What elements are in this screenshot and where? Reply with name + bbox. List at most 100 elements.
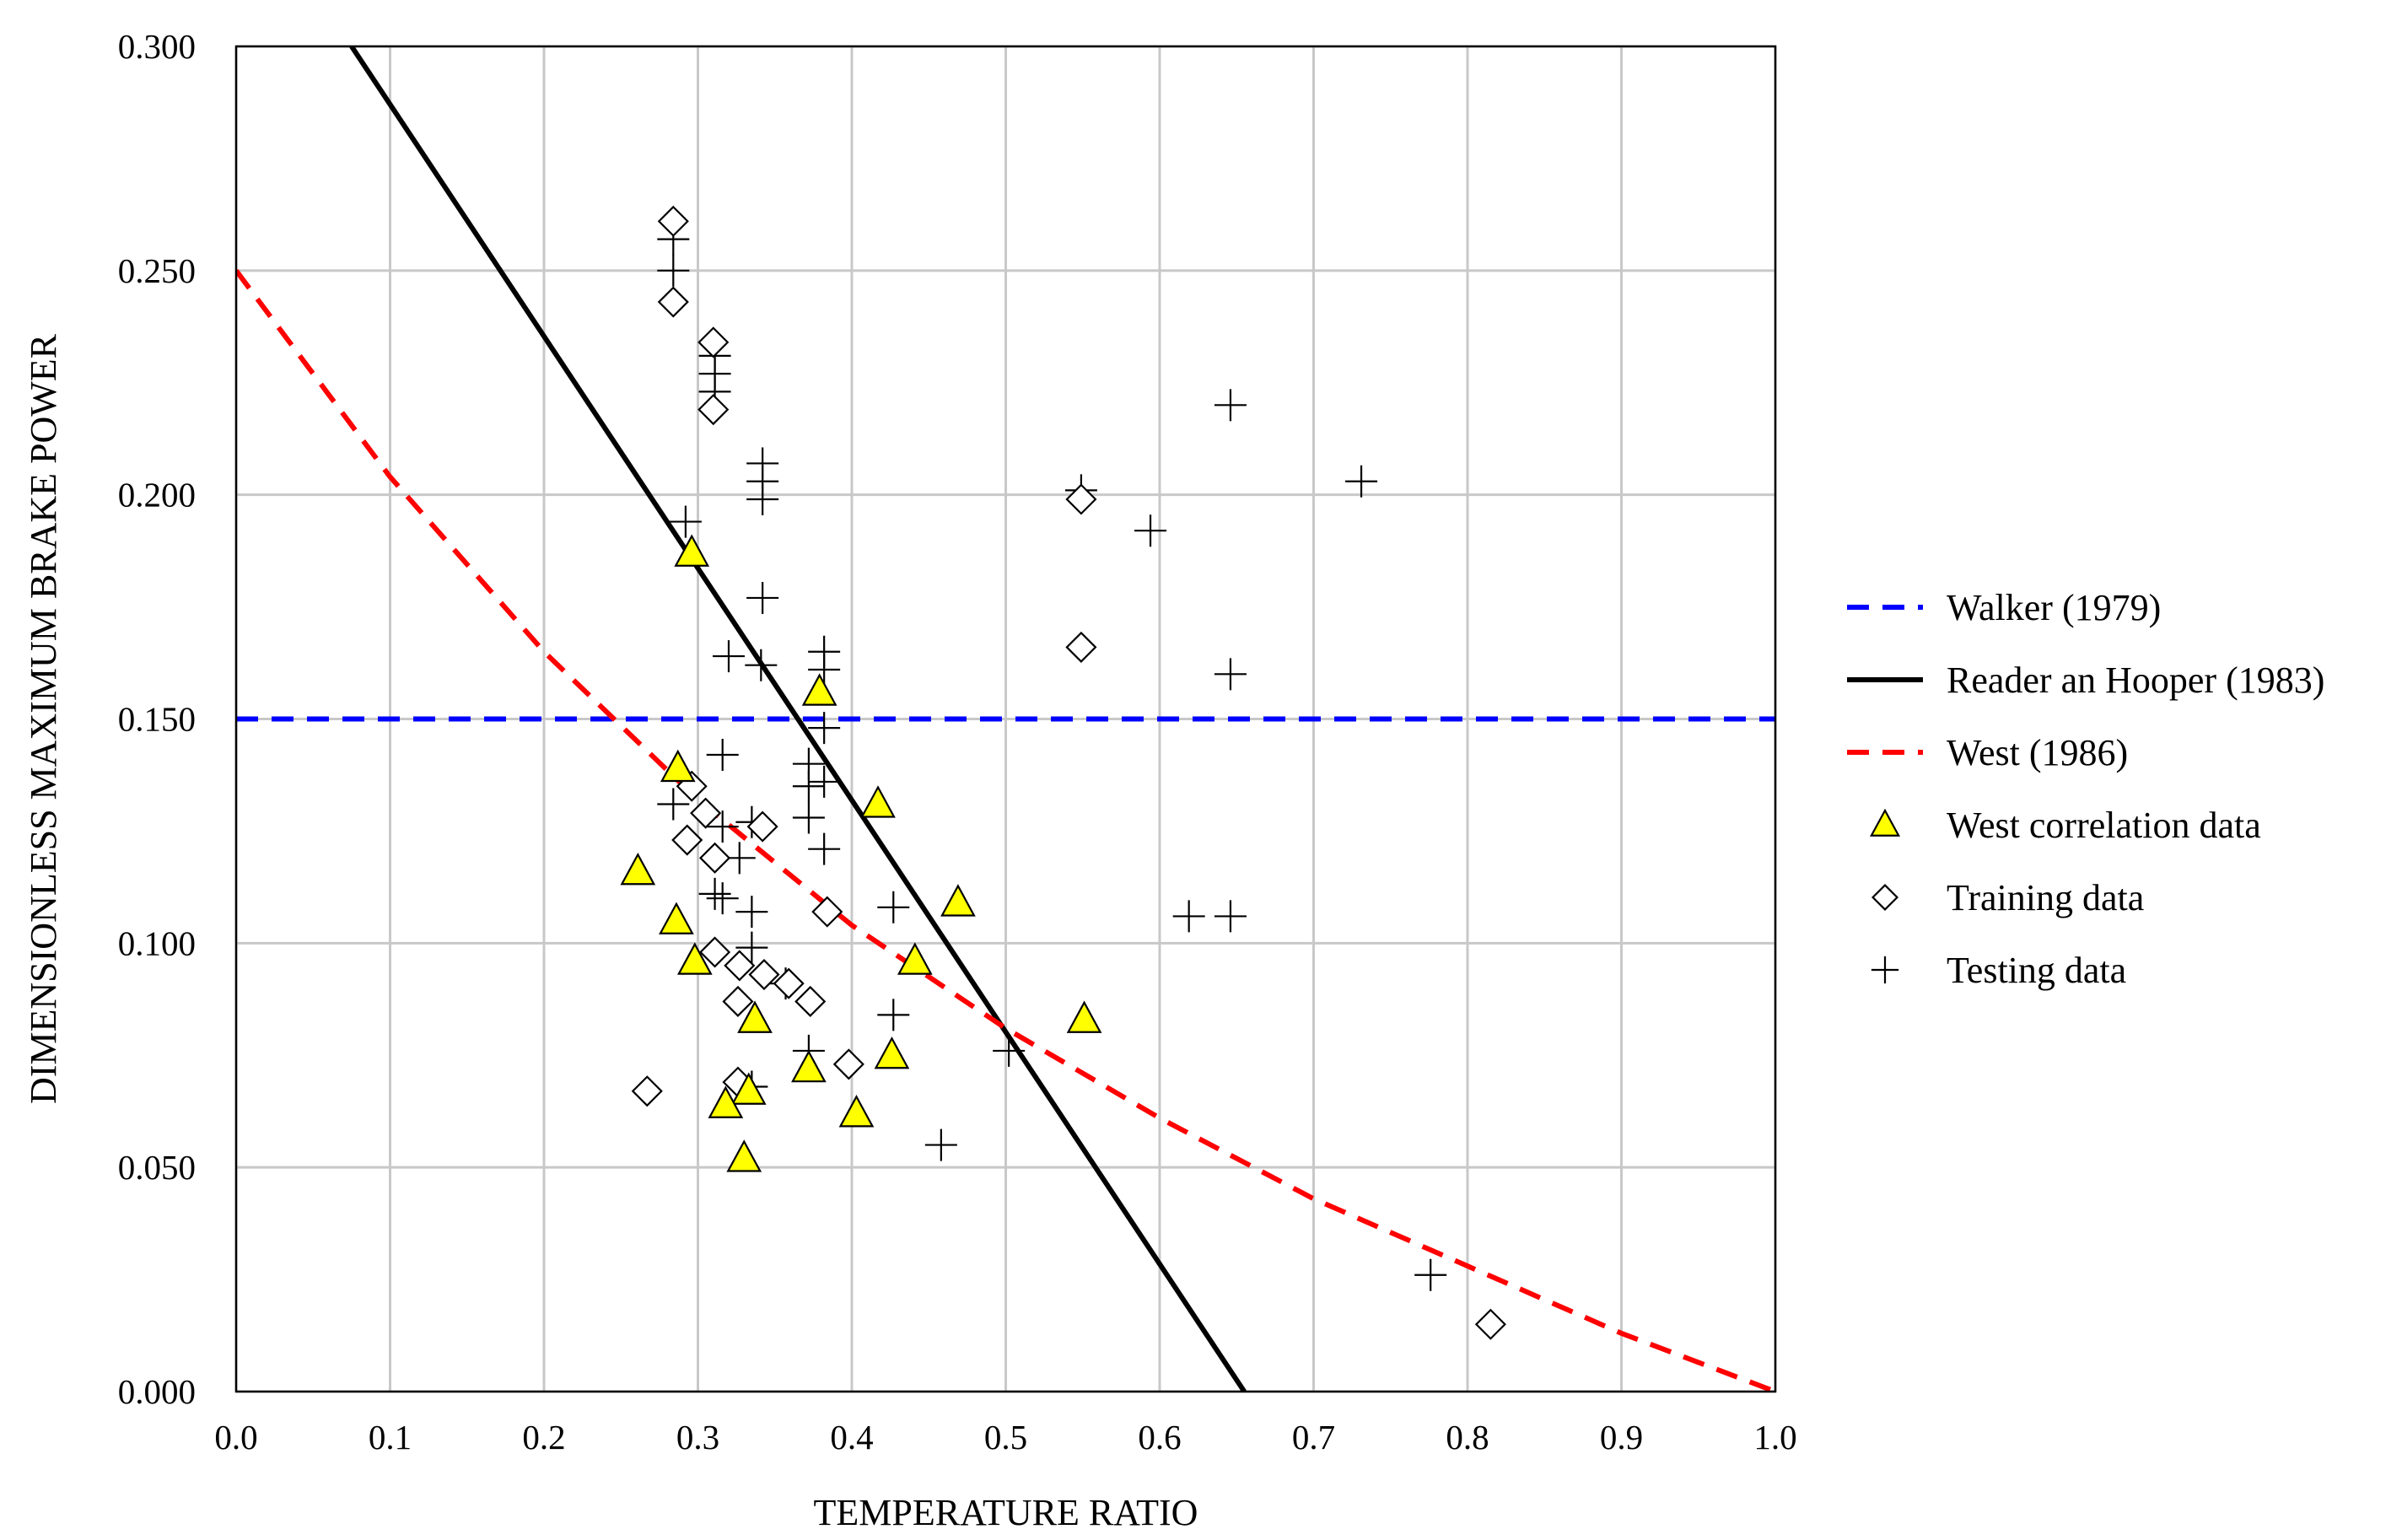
legend-item-west-1986: West (1986) bbox=[1847, 732, 2128, 773]
training-data-point bbox=[722, 985, 754, 1018]
training-data-point bbox=[811, 896, 843, 928]
y-tick-label: 0.050 bbox=[118, 1148, 196, 1187]
y-tick-label: 0.150 bbox=[118, 700, 196, 739]
testing-data-point bbox=[808, 712, 841, 745]
y-axis-title: DIMENSIONLESS MAXIMUM BRAKE POWER bbox=[23, 333, 64, 1104]
y-tick-label: 0.000 bbox=[118, 1372, 196, 1411]
west-correlation-data-point bbox=[737, 1000, 773, 1033]
x-tick-label: 0.8 bbox=[1446, 1418, 1489, 1457]
west-correlation-data-point bbox=[860, 785, 896, 818]
testing-data-point bbox=[706, 739, 739, 772]
x-tick-label: 0.1 bbox=[369, 1418, 412, 1457]
west-correlation-data-point bbox=[1066, 1000, 1102, 1033]
y-tick-label: 0.250 bbox=[118, 251, 196, 290]
x-tick-label: 0.0 bbox=[214, 1418, 257, 1457]
training-data-point bbox=[631, 1075, 663, 1107]
testing-data-point bbox=[746, 581, 779, 614]
testing-data-point bbox=[1172, 900, 1205, 933]
testing-data-point bbox=[1345, 465, 1378, 498]
training-data-point bbox=[832, 1048, 864, 1080]
west-correlation-data-point bbox=[726, 1139, 762, 1172]
west-correlation-data-point bbox=[940, 884, 976, 917]
x-axis-title: TEMPERATURE RATIO bbox=[814, 1492, 1198, 1533]
y-tick-label: 0.200 bbox=[118, 476, 196, 514]
testing-data-point bbox=[706, 810, 739, 843]
training-data-point bbox=[746, 810, 778, 843]
testing-data-point bbox=[706, 882, 739, 915]
legend-item-reader-an-hooper-1983: Reader an Hooper (1983) bbox=[1847, 660, 2324, 701]
training-data-point bbox=[1474, 1308, 1506, 1340]
west-correlation-data-point bbox=[730, 1072, 767, 1105]
west-correlation-data-point bbox=[791, 1049, 827, 1083]
testing-data-point bbox=[1134, 514, 1167, 547]
x-tick-label: 0.6 bbox=[1138, 1418, 1181, 1457]
x-tick-label: 0.3 bbox=[676, 1418, 719, 1457]
testing-data-point bbox=[1214, 389, 1247, 422]
training-data-point bbox=[699, 842, 731, 874]
y-axis-ticks: 0.000 0.050 0.100 0.150 0.200 0.250 0.300 bbox=[118, 27, 196, 1411]
legend-label: Reader an Hooper (1983) bbox=[1947, 660, 2324, 701]
reader-an-hooper-1983-line bbox=[349, 46, 1247, 1392]
training-data-point bbox=[657, 286, 689, 318]
testing-data-point bbox=[1414, 1258, 1447, 1291]
testing-data-point bbox=[1214, 658, 1247, 691]
training-data-point bbox=[1065, 631, 1097, 663]
testing-data-point bbox=[993, 1034, 1026, 1067]
legend-item-testing-data: Testing data bbox=[1871, 950, 2126, 991]
west-correlation-data-point bbox=[659, 902, 694, 934]
x-tick-label: 0.4 bbox=[830, 1418, 873, 1457]
legend-label: Testing data bbox=[1947, 950, 2126, 991]
x-tick-label: 0.5 bbox=[984, 1418, 1027, 1457]
training-data-point bbox=[748, 958, 780, 991]
data-markers bbox=[620, 205, 1506, 1340]
training-data-point bbox=[699, 936, 731, 968]
legend-label: Training data bbox=[1947, 877, 2144, 918]
legend-swatch bbox=[1871, 883, 1899, 912]
plot-frame bbox=[234, 45, 1777, 1393]
testing-data-point bbox=[746, 482, 779, 515]
training-data-point bbox=[657, 205, 689, 237]
legend-item-west-correlation-data: West correlation data bbox=[1870, 805, 2261, 846]
x-axis-ticks: 0.0 0.1 0.2 0.3 0.4 0.5 0.6 0.7 0.8 0.9 1.0 bbox=[214, 1418, 1796, 1457]
y-tick-label: 0.100 bbox=[118, 923, 196, 962]
legend-item-walker-1979: Walker (1979) bbox=[1847, 587, 2161, 628]
west-correlation-data-point bbox=[677, 942, 713, 975]
west-correlation-data-point bbox=[620, 852, 656, 886]
x-tick-label: 0.7 bbox=[1292, 1418, 1335, 1457]
legend-label: Walker (1979) bbox=[1947, 587, 2161, 628]
testing-data-point bbox=[808, 654, 841, 687]
y-tick-label: 0.300 bbox=[118, 27, 196, 66]
testing-data-point bbox=[735, 931, 768, 964]
testing-data-point bbox=[1214, 900, 1247, 933]
training-data-point bbox=[671, 824, 703, 856]
testing-data-point bbox=[877, 999, 910, 1031]
west-correlation-data-point bbox=[801, 673, 837, 706]
west-correlation-data-point bbox=[708, 1085, 744, 1118]
testing-data-point bbox=[924, 1128, 957, 1161]
training-data-point bbox=[794, 985, 827, 1018]
testing-data-point bbox=[657, 254, 690, 287]
legend-label: West (1986) bbox=[1947, 732, 2128, 773]
training-data-point bbox=[1065, 483, 1097, 515]
testing-data-point bbox=[657, 788, 690, 821]
testing-data-point bbox=[745, 649, 778, 681]
west-correlation-data-point bbox=[897, 942, 933, 975]
testing-data-point bbox=[808, 832, 841, 865]
testing-data-point bbox=[877, 891, 910, 923]
testing-data-point bbox=[698, 877, 731, 910]
legend-swatch bbox=[1871, 956, 1899, 984]
west-correlation-data-point bbox=[838, 1095, 875, 1128]
testing-data-point bbox=[713, 640, 745, 673]
x-tick-label: 0.2 bbox=[522, 1418, 565, 1457]
training-data-point bbox=[724, 950, 756, 982]
x-tick-label: 0.9 bbox=[1600, 1418, 1643, 1457]
training-data-point bbox=[697, 326, 730, 358]
legend-swatch bbox=[1870, 808, 1900, 837]
testing-data-point bbox=[735, 896, 768, 929]
training-data-point bbox=[690, 797, 722, 829]
west-correlation-data-point bbox=[674, 534, 710, 567]
legend-item-training-data: Training data bbox=[1871, 877, 2144, 918]
west-correlation-data-point bbox=[874, 1036, 910, 1069]
series-lines bbox=[236, 46, 1775, 1392]
